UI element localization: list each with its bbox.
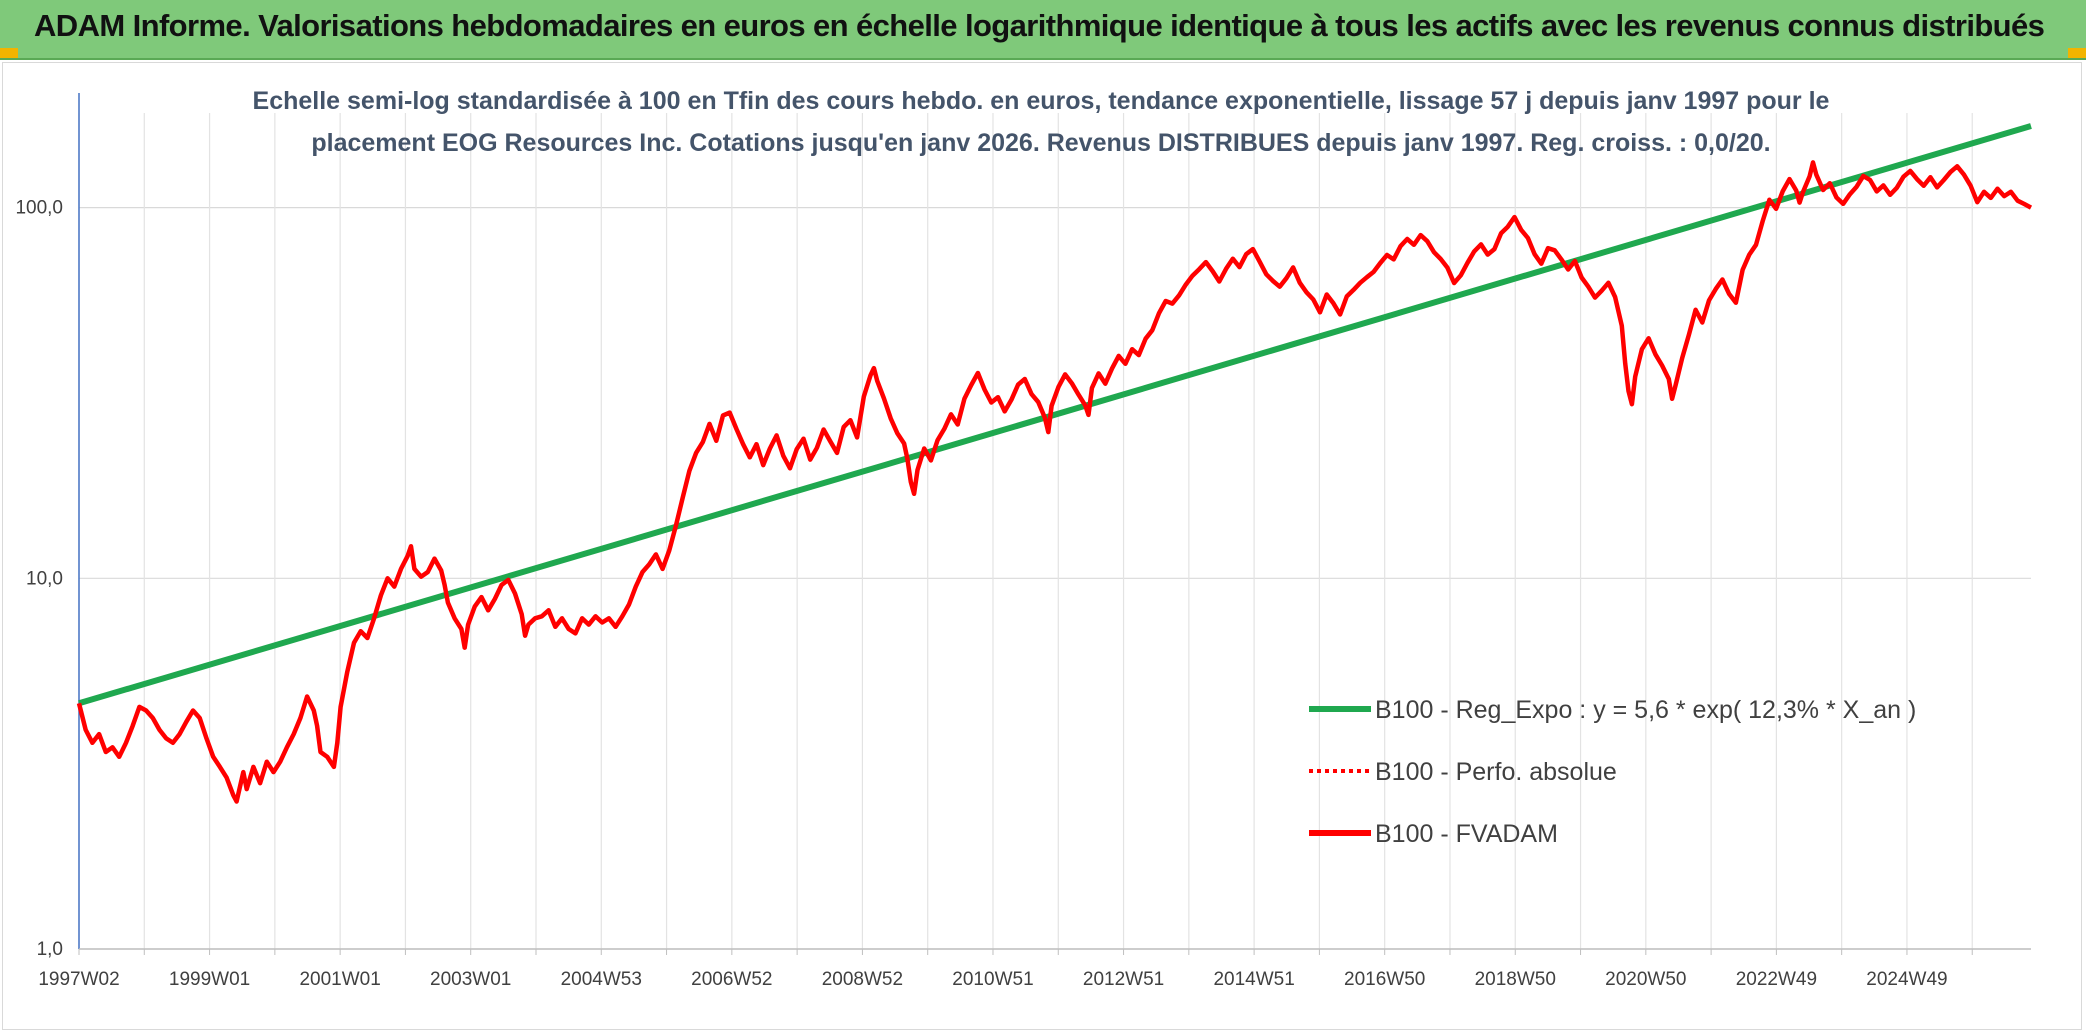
chart-title-line-1: Echelle semi-log standardisée à 100 en T…: [253, 87, 1830, 115]
x-tick-label: 2004W53: [561, 969, 642, 990]
legend-label-2: B100 - Perfo. absolue: [1375, 758, 1617, 786]
legend-label-3: B100 - FVADAM: [1375, 820, 1558, 848]
x-tick-label: 2016W50: [1344, 969, 1425, 990]
report-banner: ADAM Informe. Valorisations hebdomadaire…: [0, 0, 2086, 60]
series-lines: [76, 123, 2033, 804]
y-tick-label: 100,0: [15, 198, 63, 219]
x-tick-label: 2014W51: [1213, 969, 1294, 990]
x-tick-label: 2003W01: [430, 969, 511, 990]
corner-marker-right: [2068, 48, 2086, 58]
x-tick-label: 2020W50: [1605, 969, 1686, 990]
series-line-1: [78, 123, 2032, 707]
x-tick-label: 2018W50: [1475, 969, 1556, 990]
legend-label-1: B100 - Reg_Expo : y = 5,6 * exp( 12,3% *…: [1375, 696, 1916, 724]
chart: 1,0 10,0 100,0 1997W02 1999W01 2001W01 2003W01…: [15, 87, 2033, 990]
chart-title-line-2: placement EOG Resources Inc. Cotations j…: [311, 129, 1770, 157]
x-tick-label: 2012W51: [1083, 969, 1164, 990]
x-tick-label: 2022W49: [1736, 969, 1817, 990]
legend: B100 - Reg_Expo : y = 5,6 * exp( 12,3% *…: [1309, 696, 1916, 848]
report-title: ADAM Informe. Valorisations hebdomadaire…: [34, 8, 2045, 43]
x-tick-label: 2001W01: [299, 969, 380, 990]
x-tick-label: 1999W01: [169, 969, 250, 990]
y-tick-label: 10,0: [26, 568, 63, 589]
y-tick-label: 1,0: [37, 939, 63, 960]
x-tick-label: 2024W49: [1866, 969, 1947, 990]
corner-marker-left: [0, 48, 18, 58]
x-tick-label: 1997W02: [38, 969, 119, 990]
x-tick-label: 2010W51: [952, 969, 1033, 990]
x-tick-label: 2008W52: [822, 969, 903, 990]
series-line-3: [76, 160, 2033, 804]
x-tick-label: 2006W52: [691, 969, 772, 990]
chart-frame: 1,0 10,0 100,0 1997W02 1999W01 2001W01 2003W01…: [2, 62, 2082, 1030]
axes: 1,0 10,0 100,0 1997W02 1999W01 2001W01 2003W01…: [15, 93, 2031, 990]
grid-lines: [78, 113, 2031, 950]
